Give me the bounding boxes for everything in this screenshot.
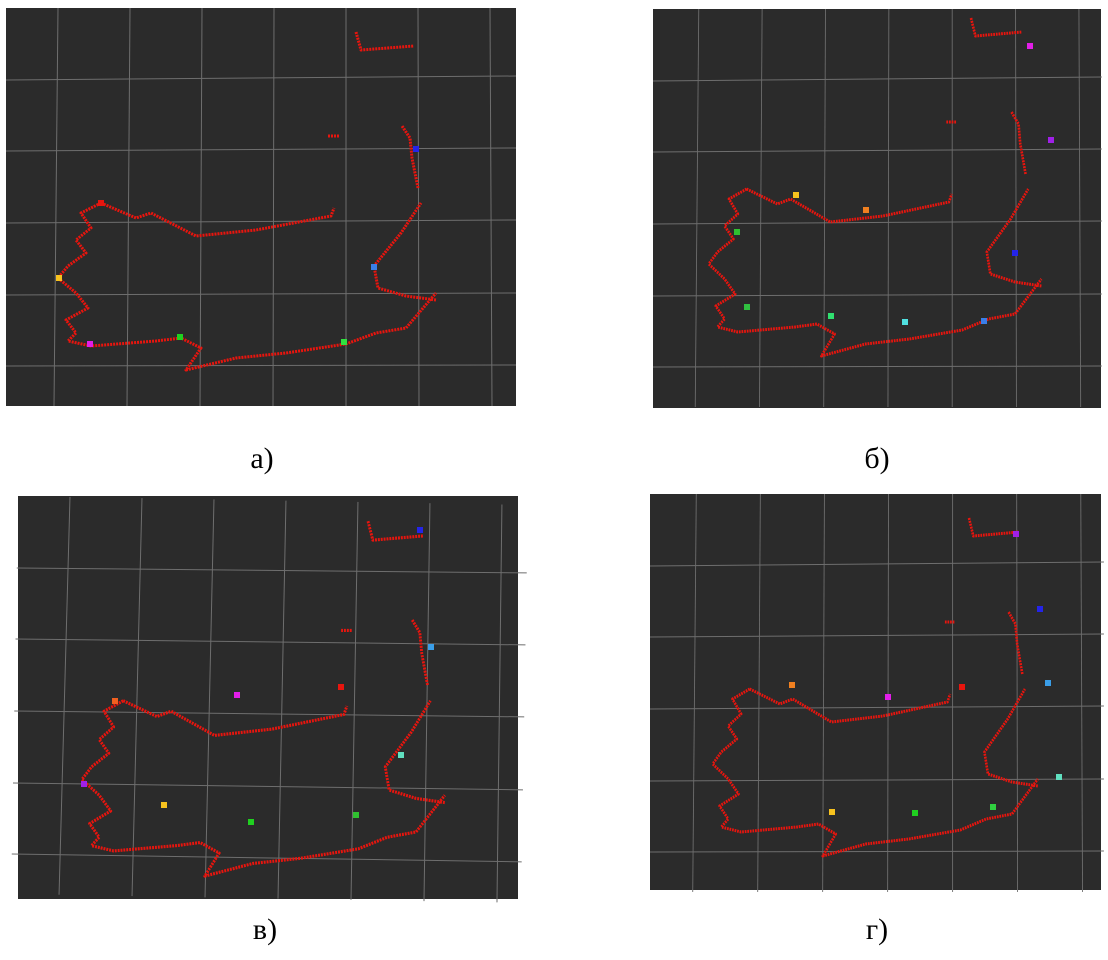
figure: а) б) в) г)	[0, 0, 1108, 960]
caption: в)	[253, 913, 277, 946]
panel-b	[653, 9, 1102, 408]
caption: а)	[250, 442, 273, 475]
caption: б)	[864, 442, 889, 475]
caption: г)	[866, 913, 888, 946]
panel-d	[650, 494, 1104, 892]
panel-c	[11, 496, 528, 903]
panel-a	[6, 8, 516, 406]
